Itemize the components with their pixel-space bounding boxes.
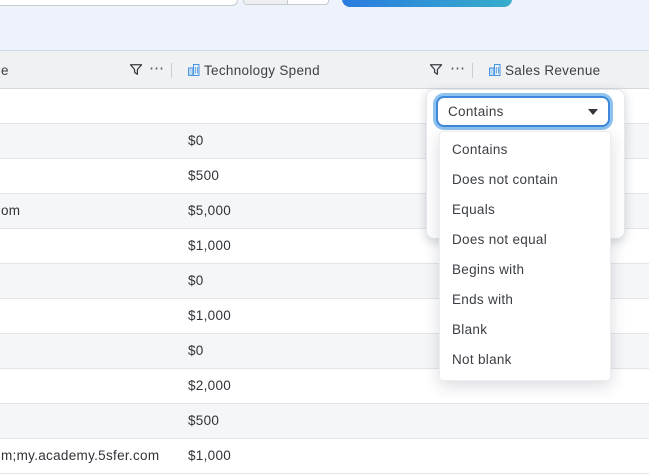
technology-spend-cell: $500 bbox=[188, 413, 220, 428]
filter-operator-select[interactable]: Contains bbox=[436, 96, 610, 127]
top-toolbar-band bbox=[0, 0, 649, 51]
option-begins-with[interactable]: Begins with bbox=[452, 262, 525, 277]
technology-spend-cell: $500 bbox=[188, 168, 220, 183]
option-equals[interactable]: Equals bbox=[452, 202, 496, 217]
technology-spend-cell: $1,000 bbox=[188, 448, 232, 463]
filter-operator-value: Contains bbox=[448, 104, 504, 119]
filter-funnel-icon[interactable] bbox=[129, 63, 143, 77]
filter-funnel-icon[interactable] bbox=[429, 63, 443, 77]
option-not-blank[interactable]: Not blank bbox=[452, 352, 512, 367]
company-building-icon bbox=[488, 63, 502, 77]
filter-operator-options-list: Contains Does not contain Equals Does no… bbox=[439, 131, 611, 381]
table-row[interactable]: $500 bbox=[0, 404, 649, 439]
left-column-label-fragment: e bbox=[1, 63, 9, 78]
column-menu-ellipsis-icon[interactable]: ⋯ bbox=[149, 60, 165, 77]
data-grid: $0 $500 om $5,000 $1,000 $0 $1,000 $0 $2… bbox=[0, 89, 649, 474]
technology-spend-cell: $5,000 bbox=[188, 203, 232, 218]
column-divider bbox=[171, 63, 172, 78]
technology-spend-cell: $2,000 bbox=[188, 378, 232, 393]
column-menu-ellipsis-icon[interactable]: ⋯ bbox=[450, 60, 466, 77]
technology-spend-cell: $0 bbox=[188, 133, 204, 148]
column-header-sales-revenue[interactable]: Sales Revenue bbox=[505, 63, 601, 78]
column-header-technology-spend[interactable]: Technology Spend bbox=[204, 63, 320, 78]
option-does-not-contain[interactable]: Does not contain bbox=[452, 172, 559, 187]
column-divider bbox=[472, 63, 473, 78]
option-does-not-equal[interactable]: Does not equal bbox=[452, 232, 548, 247]
technology-spend-cell: $1,000 bbox=[188, 238, 232, 253]
toolbar-button-group[interactable] bbox=[243, 0, 329, 5]
option-ends-with[interactable]: Ends with bbox=[452, 292, 514, 307]
option-contains[interactable]: Contains bbox=[452, 142, 508, 157]
search-input[interactable] bbox=[0, 0, 238, 6]
company-building-icon bbox=[187, 63, 201, 77]
primary-action-button[interactable] bbox=[342, 0, 512, 7]
option-blank[interactable]: Blank bbox=[452, 322, 488, 337]
left-column-cell: om bbox=[1, 203, 21, 218]
table-row[interactable]: m;my.academy.5sfer.com $1,000 bbox=[0, 439, 649, 474]
technology-spend-cell: $0 bbox=[188, 273, 204, 288]
left-column-cell: m;my.academy.5sfer.com bbox=[1, 448, 160, 463]
toolbar-button-segment[interactable] bbox=[244, 0, 288, 4]
table-header-row: e ⋯ Technology Spend ⋯ Sales Revenue bbox=[0, 51, 649, 89]
technology-spend-cell: $1,000 bbox=[188, 308, 232, 323]
technology-spend-cell: $0 bbox=[188, 343, 204, 358]
caret-down-icon bbox=[588, 108, 598, 115]
